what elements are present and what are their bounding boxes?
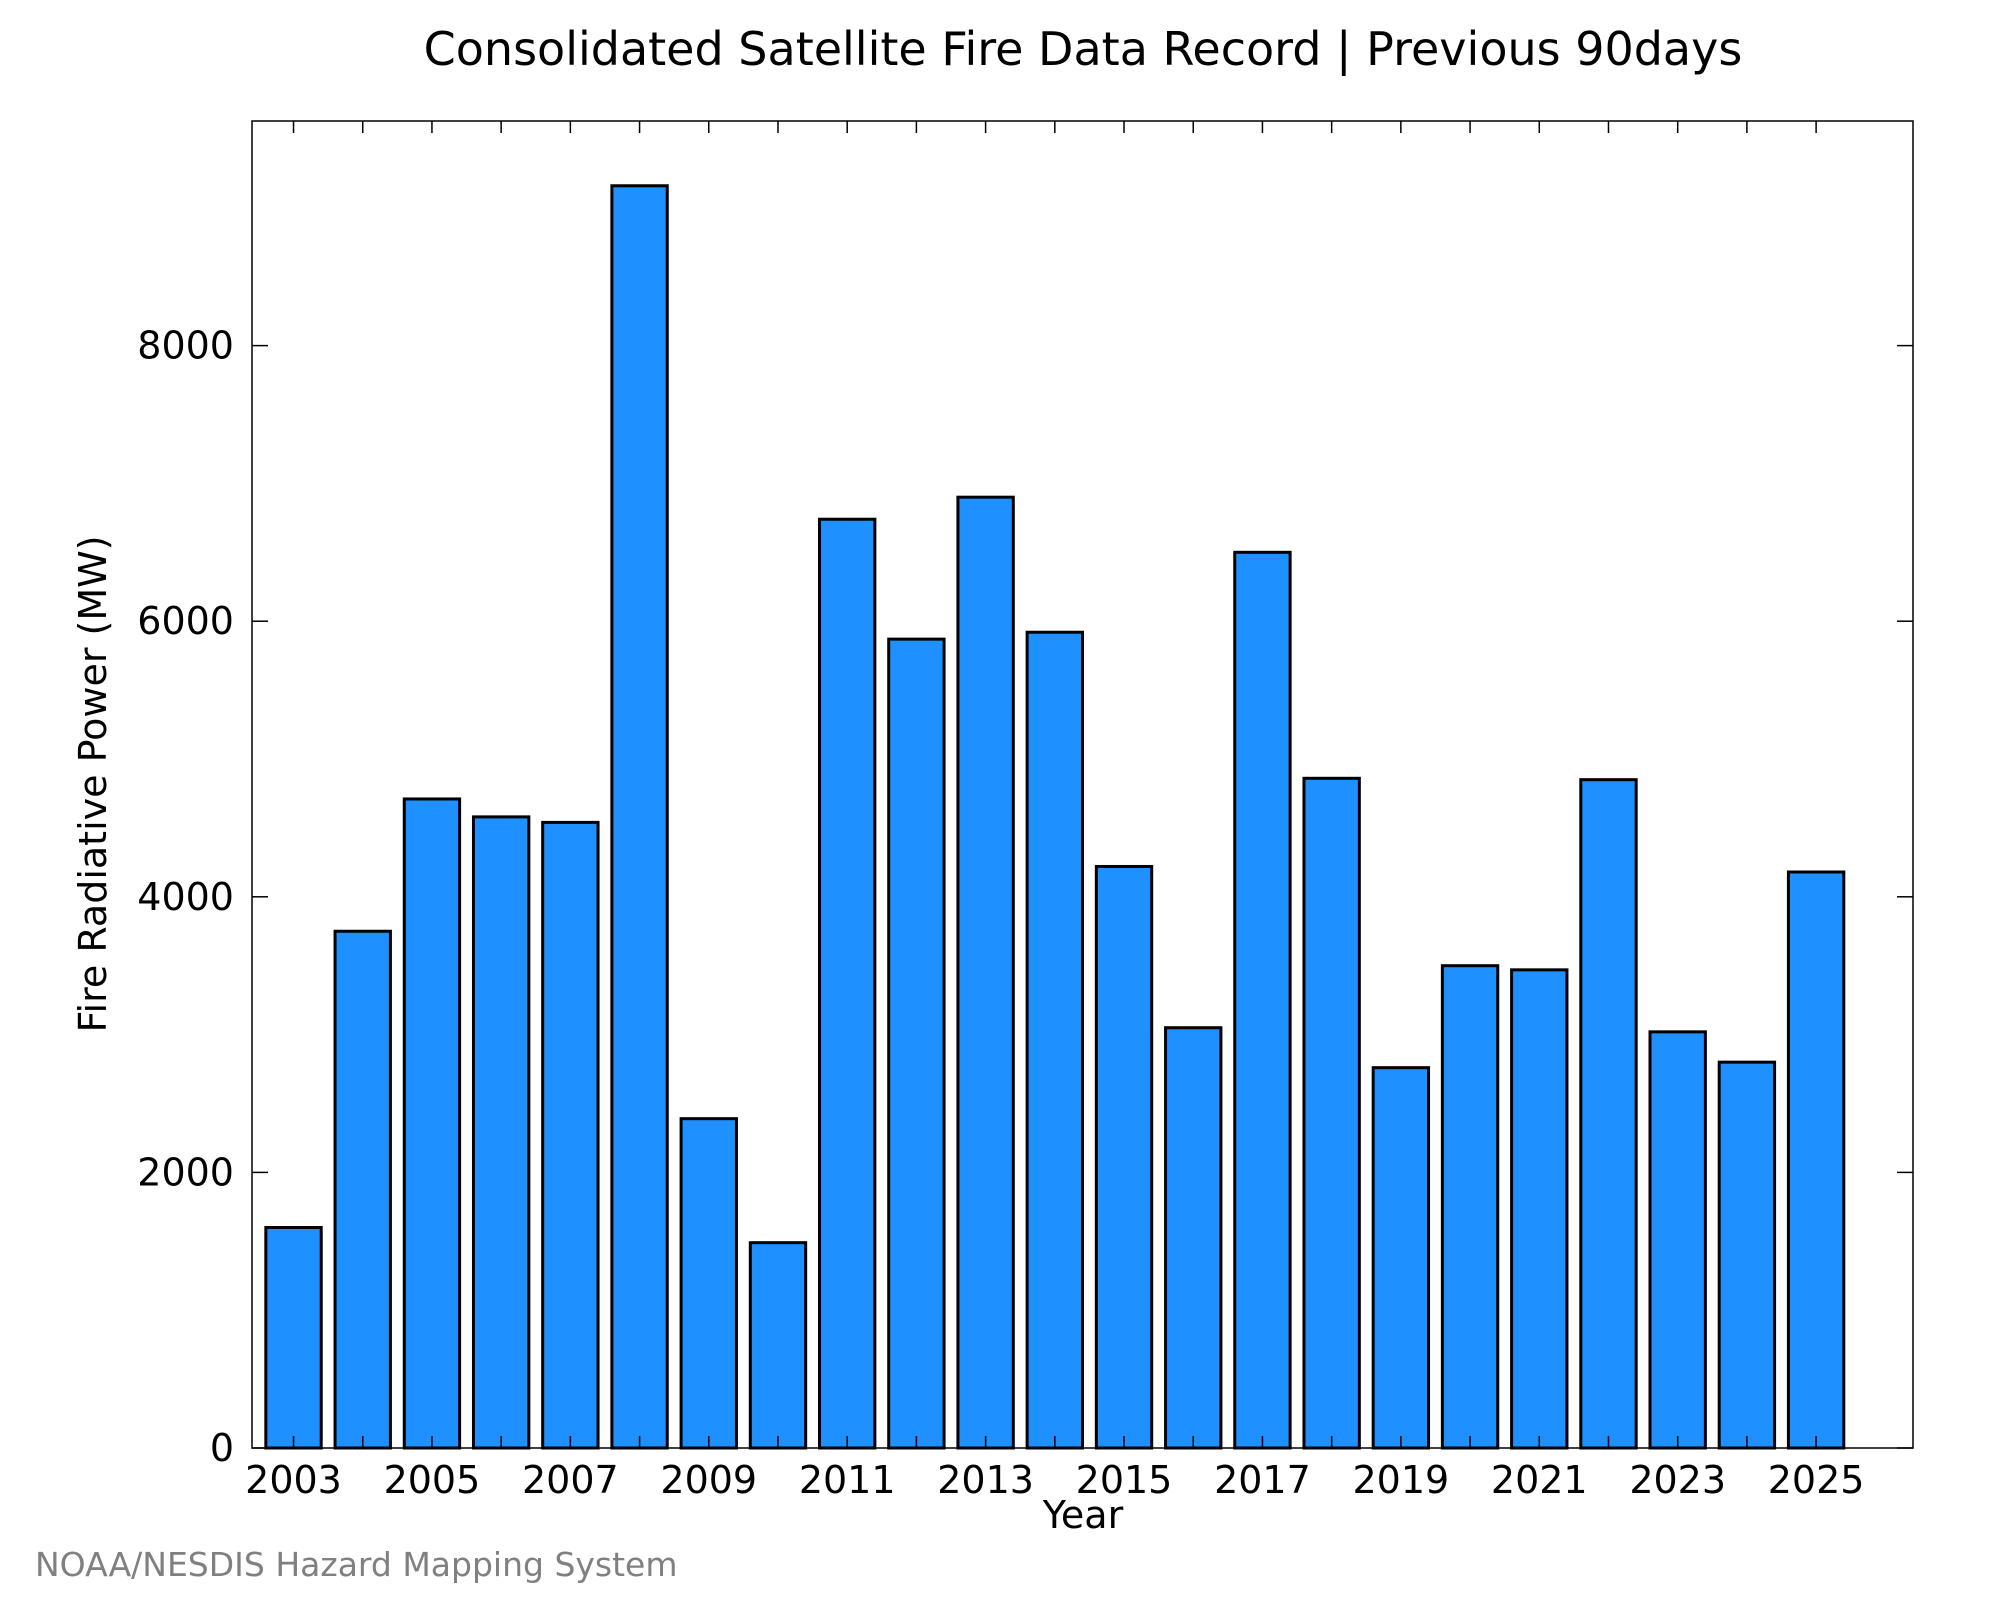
x-tick-label-2007: 2007 [522,1458,619,1502]
x-tick-label-2009: 2009 [660,1458,757,1502]
source-credit: NOAA/NESDIS Hazard Mapping System [35,1545,678,1584]
bar-2008 [610,184,669,1450]
y-tick-label-8000: 8000 [137,324,234,368]
bar-2021 [1510,968,1569,1450]
bar-2006 [471,815,531,1450]
x-tick-label-2023: 2023 [1629,1458,1726,1502]
y-tick-label-2000: 2000 [137,1150,234,1194]
y-tick-label-0: 0 [210,1426,234,1470]
bars-group [264,184,1846,1450]
x-tick-label-2015: 2015 [1076,1458,1173,1502]
y-tick-label-6000: 6000 [137,599,234,643]
ticks-group [252,121,1913,1449]
bar-2025 [1786,870,1846,1450]
bar-2012 [887,637,946,1450]
bar-2018 [1302,776,1361,1450]
bar-2010 [748,1241,808,1450]
bar-2003 [264,1226,323,1450]
bar-2017 [1233,550,1292,1450]
y-tick-label-4000: 4000 [137,875,234,919]
bar-2024 [1717,1060,1777,1450]
x-tick-label-2019: 2019 [1352,1458,1449,1502]
bar-2014 [1025,630,1084,1450]
x-tick-label-2011: 2011 [799,1458,896,1502]
bar-2015 [1094,864,1154,1450]
x-tick-label-2005: 2005 [384,1458,481,1502]
x-tick-label-2003: 2003 [245,1458,342,1502]
bar-2013 [956,495,1015,1450]
bar-2023 [1648,1030,1707,1450]
x-tick-label-2025: 2025 [1768,1458,1865,1502]
x-tick-label-2013: 2013 [937,1458,1034,1502]
x-tick-label-2021: 2021 [1491,1458,1588,1502]
x-tick-label-2017: 2017 [1214,1458,1311,1502]
bar-2016 [1164,1026,1223,1450]
chart-title: Consolidated Satellite Fire Data Record … [424,22,1743,77]
bar-2020 [1440,964,1500,1450]
bar-2005 [402,797,462,1450]
bar-2009 [679,1117,738,1450]
y-tick-labels: 0 2000 4000 6000 8000 [137,324,234,1470]
bar-2007 [541,820,600,1450]
y-axis-label: Fire Radiative Power (MW) [71,535,115,1032]
bar-2022 [1579,778,1638,1450]
x-tick-labels: 2003 2005 2007 2009 2011 2013 2015 2017 2019 2021… [245,1458,1864,1502]
bar-2019 [1371,1066,1431,1450]
x-axis-label: Year [1042,1493,1124,1537]
bar-2004 [333,929,392,1450]
plot-frame [251,120,1914,1449]
bar-2011 [818,517,877,1450]
